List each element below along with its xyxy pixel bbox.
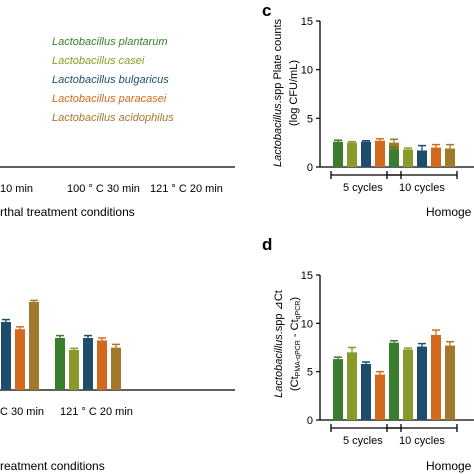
legend-entry: Lactobacillus plantarum (52, 36, 168, 48)
panel-a-tick-label: 10 min (0, 183, 33, 195)
bar (333, 359, 343, 420)
legend-entry: Lactobacillus paracasei (52, 93, 167, 105)
y-tick-label: 5 (307, 367, 313, 379)
bar (83, 338, 93, 390)
bar (55, 338, 65, 390)
y-tick-label: 5 (307, 113, 313, 125)
panel-b-bars (1, 299, 121, 390)
bar (375, 374, 385, 420)
panel-a-tick-label: 121 ° C 20 min (150, 183, 223, 195)
bar (445, 148, 455, 167)
panel-c-groups: 5 cycles 10 cycles (330, 171, 458, 194)
y-tick-label: 0 (307, 415, 313, 427)
bar (403, 349, 413, 420)
y-tick-label: 15 (301, 16, 313, 28)
bar (389, 342, 399, 420)
group-label: 5 cycles (343, 435, 383, 447)
bar (361, 141, 371, 167)
group-label: 5 cycles (343, 182, 383, 194)
bar (1, 322, 11, 390)
panel-d-bars (333, 329, 455, 420)
legend-entry: Lactobacillus acidophilus (52, 112, 174, 124)
bar (417, 346, 427, 420)
bar (29, 302, 39, 390)
panel-b-fragment: C 30 min 121 ° C 20 min reatment conditi… (0, 299, 235, 473)
group-label: 10 cycles (399, 182, 445, 194)
panel-a-tick-label: 100 ° C 30 min (67, 183, 140, 195)
bar (389, 149, 399, 167)
y-tick-label: 10 (301, 318, 313, 330)
group-label: 10 cycles (399, 435, 445, 447)
bar (111, 347, 121, 390)
bar (431, 147, 441, 167)
panel-c-letter: c (262, 1, 271, 20)
bar (431, 334, 441, 420)
y-tick-label: 10 (301, 65, 313, 77)
panel-c-x-label: Homoge (426, 205, 472, 219)
bar (417, 150, 427, 167)
panel-d-y-label: Lactobacillus.spp ⊿Ct (273, 290, 285, 398)
bar (69, 350, 79, 390)
panel-c-bars (333, 138, 455, 167)
panel-d-letter: d (262, 235, 272, 254)
bar (97, 340, 107, 390)
panel-a-fragment: 10 min 100 ° C 30 min 121 ° C 20 min rth… (0, 166, 235, 219)
panel-d: d Lactobacillus.spp ⊿Ct (CtPMA-qPCR - Ct… (262, 235, 474, 473)
panel-c: c Lactobacillus.spp Plate counts (log CF… (262, 1, 474, 219)
bar (403, 149, 413, 167)
bar (15, 329, 25, 390)
panel-b-tick-label: C 30 min (0, 406, 44, 418)
bar (361, 363, 371, 420)
bar (333, 141, 343, 167)
panel-c-axes: 0 5 10 15 (301, 16, 474, 174)
panel-c-y-label-units: (log CFU/mL) (288, 60, 300, 126)
panel-d-y-label-units: (CtPMA-qPCR - CtqPCR) (289, 297, 302, 391)
legend-entry: Lactobacillus bulgaricus (52, 74, 169, 86)
panel-a-x-label: rthal treatment conditions (0, 205, 135, 219)
panel-b-x-label: reatment conditions (0, 459, 105, 473)
y-tick-label: 0 (307, 162, 313, 174)
panel-d-groups: 5 cycles 10 cycles (330, 424, 458, 447)
panel-c-y-label: Lactobacillus.spp Plate counts (272, 19, 284, 167)
y-tick-label: 15 (301, 270, 313, 282)
legend: Lactobacillus plantarum Lactobacillus cas… (52, 36, 174, 124)
panel-d-x-label: Homoge (426, 459, 472, 473)
legend-entry: Lactobacillus casei (52, 55, 145, 67)
bar (347, 142, 357, 167)
bar (347, 352, 357, 420)
bar (445, 345, 455, 420)
bar (375, 140, 385, 167)
panel-b-tick-label: 121 ° C 20 min (60, 406, 133, 418)
